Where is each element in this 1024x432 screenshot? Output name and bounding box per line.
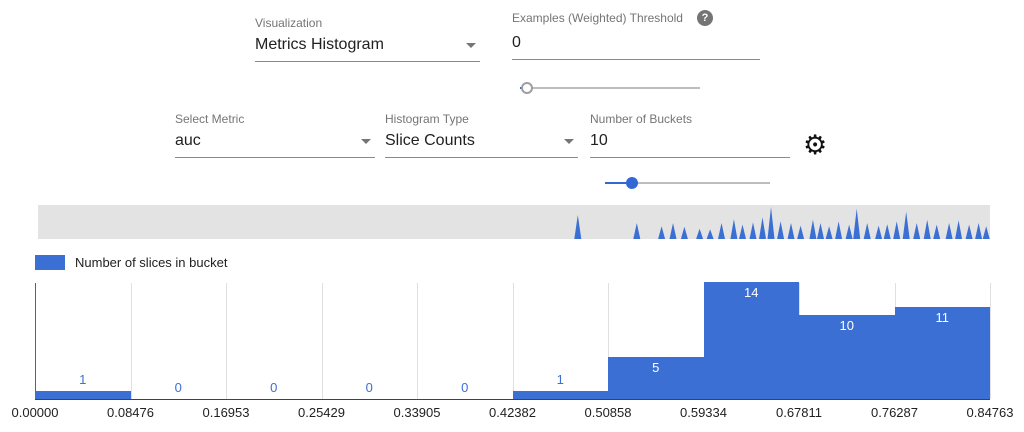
x-tick-label: 0.84763 (966, 405, 1014, 420)
visualization-label: Visualization (255, 16, 323, 30)
x-tick-label: 0.42382 (489, 405, 536, 420)
num-buckets-input[interactable]: 10 (590, 126, 790, 158)
x-tick-label: 0.59334 (680, 405, 727, 420)
v-gridline (321, 283, 323, 399)
x-tick-label: 0.16953 (202, 405, 250, 420)
buckets-slider[interactable] (605, 176, 770, 190)
num-buckets-field: Number of Buckets 10 (590, 112, 790, 158)
threshold-input[interactable]: 0 (512, 28, 760, 60)
buckets-slider-fill (605, 182, 633, 184)
v-gridline (990, 283, 991, 399)
v-gridline (130, 283, 132, 399)
bar-value-label: 1 (556, 372, 564, 387)
select-metric-value: auc (175, 132, 201, 149)
settings-gear-icon[interactable]: ⚙ (803, 130, 828, 161)
histogram-bar[interactable] (608, 357, 704, 399)
chevron-down-icon (564, 138, 574, 144)
visualization-select[interactable]: Metrics Histogram (255, 30, 480, 62)
bar-value-label: 5 (652, 360, 660, 375)
threshold-label: Examples (Weighted) Threshold (512, 11, 683, 25)
x-tick-label: 0.33905 (393, 405, 441, 420)
help-icon[interactable]: ? (696, 10, 713, 26)
bar-value-label: 0 (461, 380, 469, 395)
histogram-bar[interactable] (703, 282, 799, 399)
threshold-field: Examples (Weighted) Threshold ? 0 (512, 10, 760, 60)
visualization-field: Visualization Metrics Histogram (255, 16, 480, 62)
chart-legend: Number of slices in bucket (35, 255, 227, 270)
threshold-slider[interactable] (520, 81, 700, 95)
x-tick-label: 0.08476 (107, 405, 154, 420)
buckets-slider-handle[interactable] (626, 177, 639, 189)
histogram-bar[interactable] (512, 391, 608, 399)
visualization-value: Metrics Histogram (255, 36, 384, 53)
histogram-plot: 1 0 0 0 0 1 5 14 10 11 (35, 282, 991, 400)
histogram-bar[interactable] (799, 315, 895, 399)
threshold-value: 0 (512, 34, 521, 51)
histogram-bar[interactable] (894, 307, 990, 399)
bar-value-label: 10 (839, 318, 854, 333)
overview-strip[interactable] (38, 205, 990, 239)
x-tick-label: 0.67811 (775, 405, 823, 420)
v-gridline (417, 283, 418, 399)
select-metric-select[interactable]: auc (175, 126, 375, 158)
chevron-down-icon (361, 138, 371, 144)
chevron-down-icon (466, 42, 476, 48)
bar-value-label: 14 (744, 285, 759, 300)
bar-value-label: 0 (365, 380, 373, 395)
num-buckets-label: Number of Buckets (590, 112, 693, 126)
buckets-slider-track[interactable] (605, 182, 770, 184)
bar-value-label: 11 (935, 310, 950, 325)
x-tick-label: 0.76287 (871, 405, 918, 420)
v-gridline (512, 283, 514, 399)
bar-value-label: 1 (79, 372, 87, 387)
histogram-type-select[interactable]: Slice Counts (385, 126, 578, 158)
histogram-type-value: Slice Counts (385, 132, 475, 149)
histogram-type-label: Histogram Type (385, 112, 469, 126)
select-metric-label: Select Metric (175, 112, 245, 126)
threshold-slider-track[interactable] (520, 87, 700, 89)
histogram-bar[interactable] (35, 391, 131, 399)
x-tick-label: 0.25429 (298, 405, 345, 420)
v-gridline (226, 283, 227, 399)
x-tick-label: 0.00000 (11, 405, 59, 420)
num-buckets-value: 10 (590, 132, 608, 149)
v-gridline (608, 283, 609, 399)
bar-value-label: 0 (174, 380, 182, 395)
legend-label: Number of slices in bucket (75, 255, 228, 270)
histogram-type-field: Histogram Type Slice Counts (385, 112, 578, 158)
x-tick-label: 0.50858 (584, 405, 632, 420)
y-axis-line (35, 283, 36, 399)
threshold-slider-handle[interactable] (521, 82, 534, 94)
bar-value-label: 0 (270, 380, 278, 395)
x-axis: 0.00000 0.08476 0.16953 0.25429 0.33905 0.423… (12, 405, 1014, 421)
select-metric-field: Select Metric auc (175, 112, 375, 158)
overview-spikes (574, 207, 990, 239)
legend-swatch (35, 255, 65, 270)
